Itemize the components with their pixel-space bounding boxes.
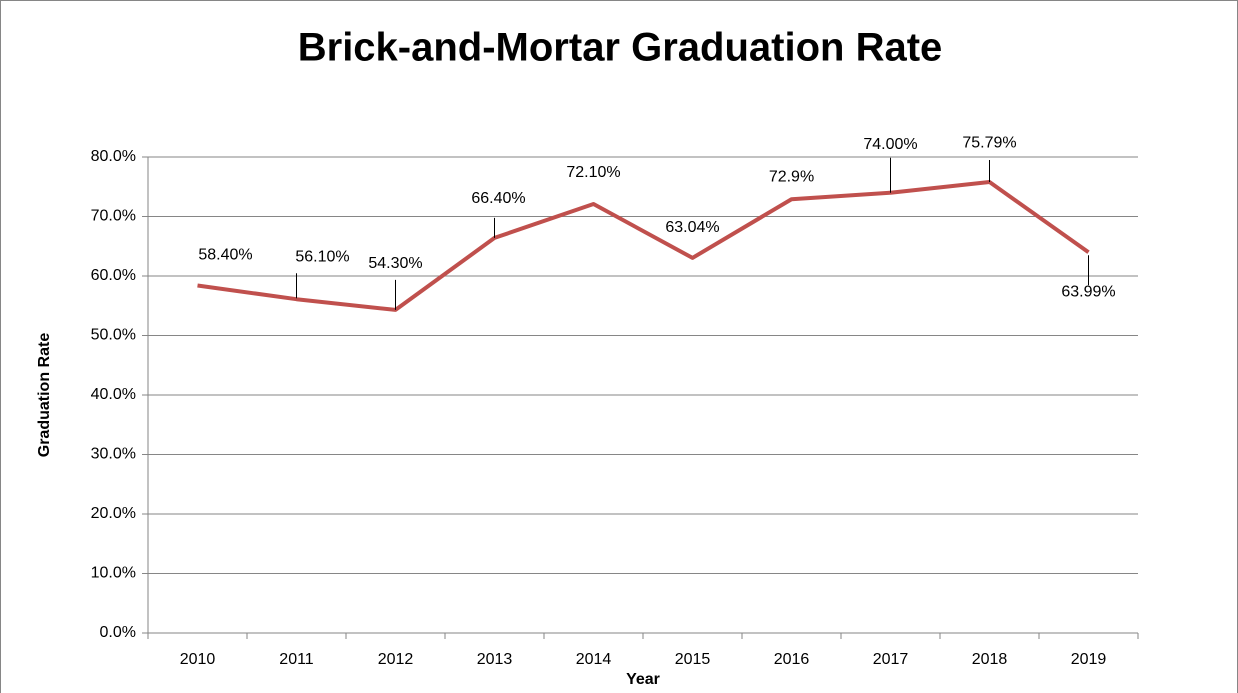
- data-label: 72.10%: [566, 164, 620, 181]
- x-axis-label: Year: [626, 671, 660, 688]
- y-tick-label: 20.0%: [91, 505, 136, 522]
- data-label: 66.40%: [471, 190, 525, 207]
- x-tick-label: 2013: [477, 651, 513, 668]
- data-label: 75.79%: [962, 134, 1016, 151]
- y-tick-label: 60.0%: [91, 267, 136, 284]
- x-tick-label: 2018: [972, 651, 1008, 668]
- data-label: 72.9%: [769, 168, 814, 185]
- y-tick-label: 40.0%: [91, 386, 136, 403]
- x-tick-label: 2017: [873, 651, 909, 668]
- y-axis-label: Graduation Rate: [36, 333, 53, 458]
- x-tick-label: 2014: [576, 651, 612, 668]
- x-tick-label: 2019: [1071, 651, 1107, 668]
- data-label: 56.10%: [295, 248, 349, 265]
- data-line: [197, 180, 1090, 312]
- x-tick-label: 2011: [279, 651, 314, 668]
- y-tick-label: 80.0%: [91, 148, 136, 165]
- chart-title: Brick-and-Mortar Graduation Rate: [298, 26, 943, 70]
- data-label: 63.04%: [665, 219, 719, 236]
- data-label: 54.30%: [368, 255, 422, 272]
- data-label: 63.99%: [1061, 283, 1115, 300]
- y-tick-label: 30.0%: [91, 446, 136, 463]
- y-tick-label: 70.0%: [91, 208, 136, 225]
- y-tick-label: 0.0%: [100, 624, 136, 641]
- data-label: 58.40%: [198, 247, 252, 264]
- data-label: 74.00%: [863, 136, 917, 153]
- x-tick-label: 2010: [180, 651, 216, 668]
- y-tick-label: 50.0%: [91, 327, 136, 344]
- x-tick-label: 2016: [774, 651, 810, 668]
- x-tick-label: 2015: [675, 651, 711, 668]
- y-tick-label: 10.0%: [91, 565, 136, 582]
- x-tick-label: 2012: [378, 651, 414, 668]
